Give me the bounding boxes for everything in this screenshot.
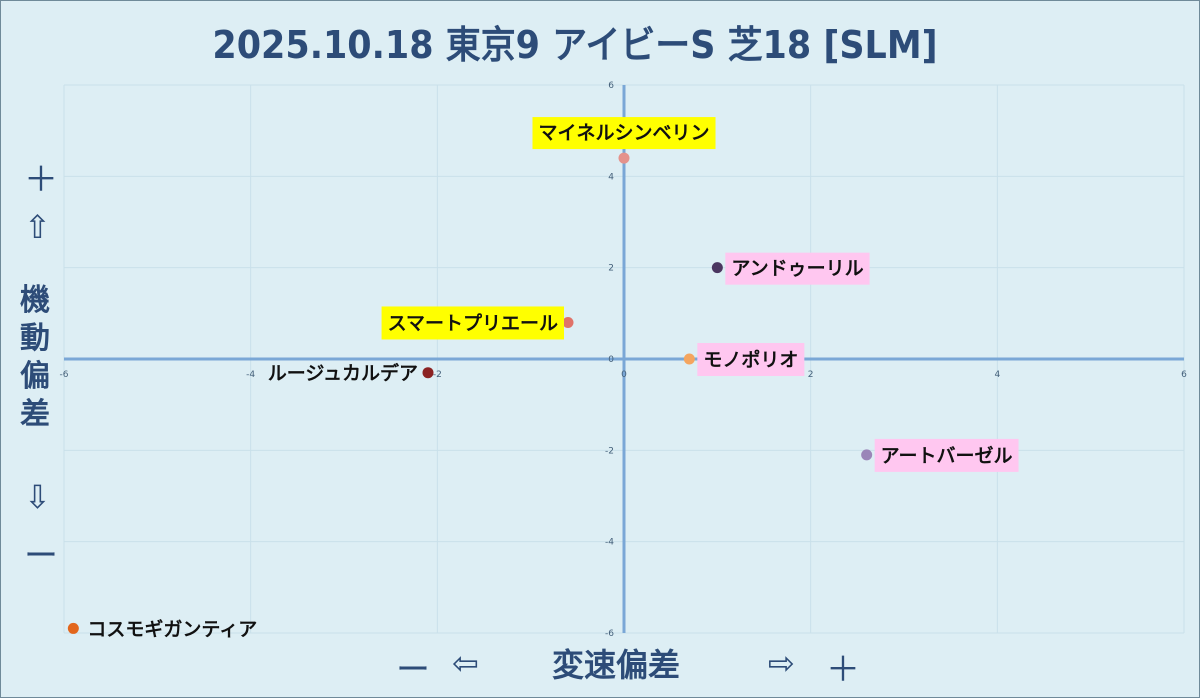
data-point-label-background	[532, 117, 716, 150]
data-point-group: ルージュカルデア	[268, 362, 434, 385]
data-point-label-background	[697, 343, 805, 376]
down-arrow-icon: ⇩	[24, 478, 51, 516]
x-axis-minus-sign: ー	[396, 650, 430, 690]
right-arrow-icon: ⇨	[768, 644, 795, 682]
data-point-group: コスモギガンティア	[67, 618, 257, 640]
data-point-label: アートバーゼル	[881, 444, 1013, 467]
data-point	[67, 622, 79, 634]
data-point-group: マイネルシンベリン	[532, 117, 716, 164]
x-tick-label: 2	[808, 370, 814, 380]
data-point-label: ルージュカルデア	[268, 362, 418, 385]
data-point-label: スマートプリエール	[388, 311, 558, 334]
up-arrow-icon: ⇧	[24, 208, 51, 246]
data-point-group: モノポリオ	[683, 343, 805, 376]
data-point	[711, 262, 723, 274]
x-tick-label: -4	[246, 370, 255, 380]
left-arrow-icon: ⇦	[452, 644, 479, 682]
y-tick-label: -4	[605, 538, 614, 548]
data-point	[861, 449, 873, 461]
data-point-label: マイネルシンベリン	[538, 122, 709, 144]
y-axis-minus-sign: ー	[24, 536, 58, 576]
x-axis-plus-sign: ＋	[826, 650, 860, 690]
data-point-label: モノポリオ	[703, 348, 798, 371]
x-tick-label: 4	[994, 370, 1000, 380]
data-point-label-background	[874, 438, 1019, 472]
x-tick-label: 0	[621, 370, 627, 380]
y-tick-label: -6	[605, 629, 614, 639]
y-axis-label: 機動偏差	[20, 283, 50, 432]
y-axis-plus-sign: ＋	[24, 160, 58, 200]
x-tick-label: -2	[433, 370, 442, 380]
data-point-label: コスモギガンティア	[87, 618, 257, 640]
data-point-group: アンドゥーリル	[711, 252, 870, 285]
data-point	[562, 316, 574, 328]
x-tick-label: 6	[1181, 370, 1187, 380]
data-point-group: スマートプリエール	[381, 306, 574, 340]
chart-title: 2025.10.18 東京9 アイビーS 芝18 [SLM]	[212, 23, 938, 67]
x-tick-label: -6	[60, 370, 69, 380]
y-tick-label: 4	[608, 172, 614, 182]
y-tick-label: -2	[605, 446, 614, 456]
y-tick-label: 2	[608, 264, 614, 274]
y-tick-label: 0	[608, 355, 614, 365]
data-point-label: アンドゥーリル	[731, 258, 863, 280]
data-point-label-background	[381, 306, 564, 340]
data-point-label-background	[725, 252, 870, 285]
data-point-group: アートバーゼル	[861, 438, 1019, 472]
x-axis-label: 変速偏差	[552, 646, 681, 684]
data-point	[422, 367, 434, 379]
data-point	[683, 353, 695, 365]
y-tick-label: 6	[608, 81, 614, 91]
data-point	[618, 152, 630, 164]
